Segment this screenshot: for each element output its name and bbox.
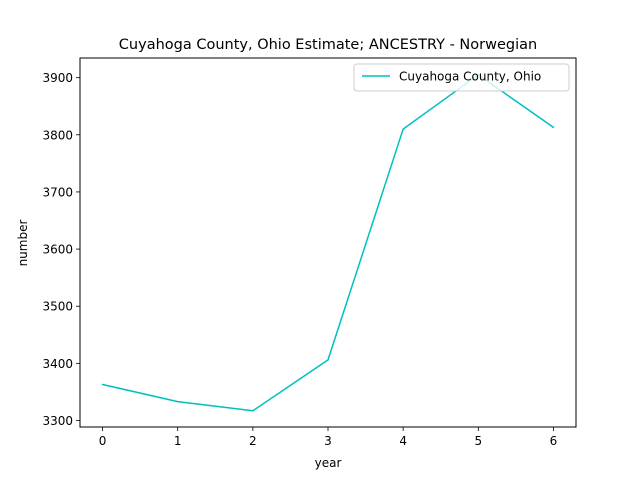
legend-box xyxy=(353,63,570,92)
y-tick-label: 3600 xyxy=(42,243,73,257)
data-point xyxy=(552,126,555,129)
data-point xyxy=(327,359,329,361)
x-tick-label: 5 xyxy=(474,434,482,448)
x-tick-label: 0 xyxy=(99,434,107,448)
x-tick-label: 3 xyxy=(324,434,332,448)
legend: Cuyahoga County, Ohio xyxy=(353,63,570,92)
data-point xyxy=(176,400,179,403)
y-tick-label: 3500 xyxy=(42,300,73,314)
y-tick-label: 3700 xyxy=(42,185,73,199)
x-tick-label: 1 xyxy=(174,434,182,448)
data-point xyxy=(252,410,254,412)
x-tick-label: 2 xyxy=(249,434,257,448)
data-point xyxy=(101,383,104,386)
legend-label: Cuyahoga County, Ohio xyxy=(399,70,541,84)
y-tick-label: 3900 xyxy=(42,71,73,85)
y-axis-label: number xyxy=(16,220,30,267)
y-tick-label: 3300 xyxy=(42,414,73,428)
y-tick-label: 3800 xyxy=(42,128,73,142)
chart-title: Cuyahoga County, Ohio Estimate; ANCESTRY… xyxy=(119,37,537,53)
x-axis-label: year xyxy=(315,456,342,470)
data-point xyxy=(402,128,404,130)
x-tick-label: 4 xyxy=(399,434,407,448)
plot-area: 0 1 2 3 4 5 6 3300 3400 3500 3600 3700 3800 3900 xyxy=(42,71,557,448)
axes-frame xyxy=(79,57,577,428)
x-tick-label: 6 xyxy=(550,434,558,448)
y-tick-label: 3400 xyxy=(42,357,73,371)
